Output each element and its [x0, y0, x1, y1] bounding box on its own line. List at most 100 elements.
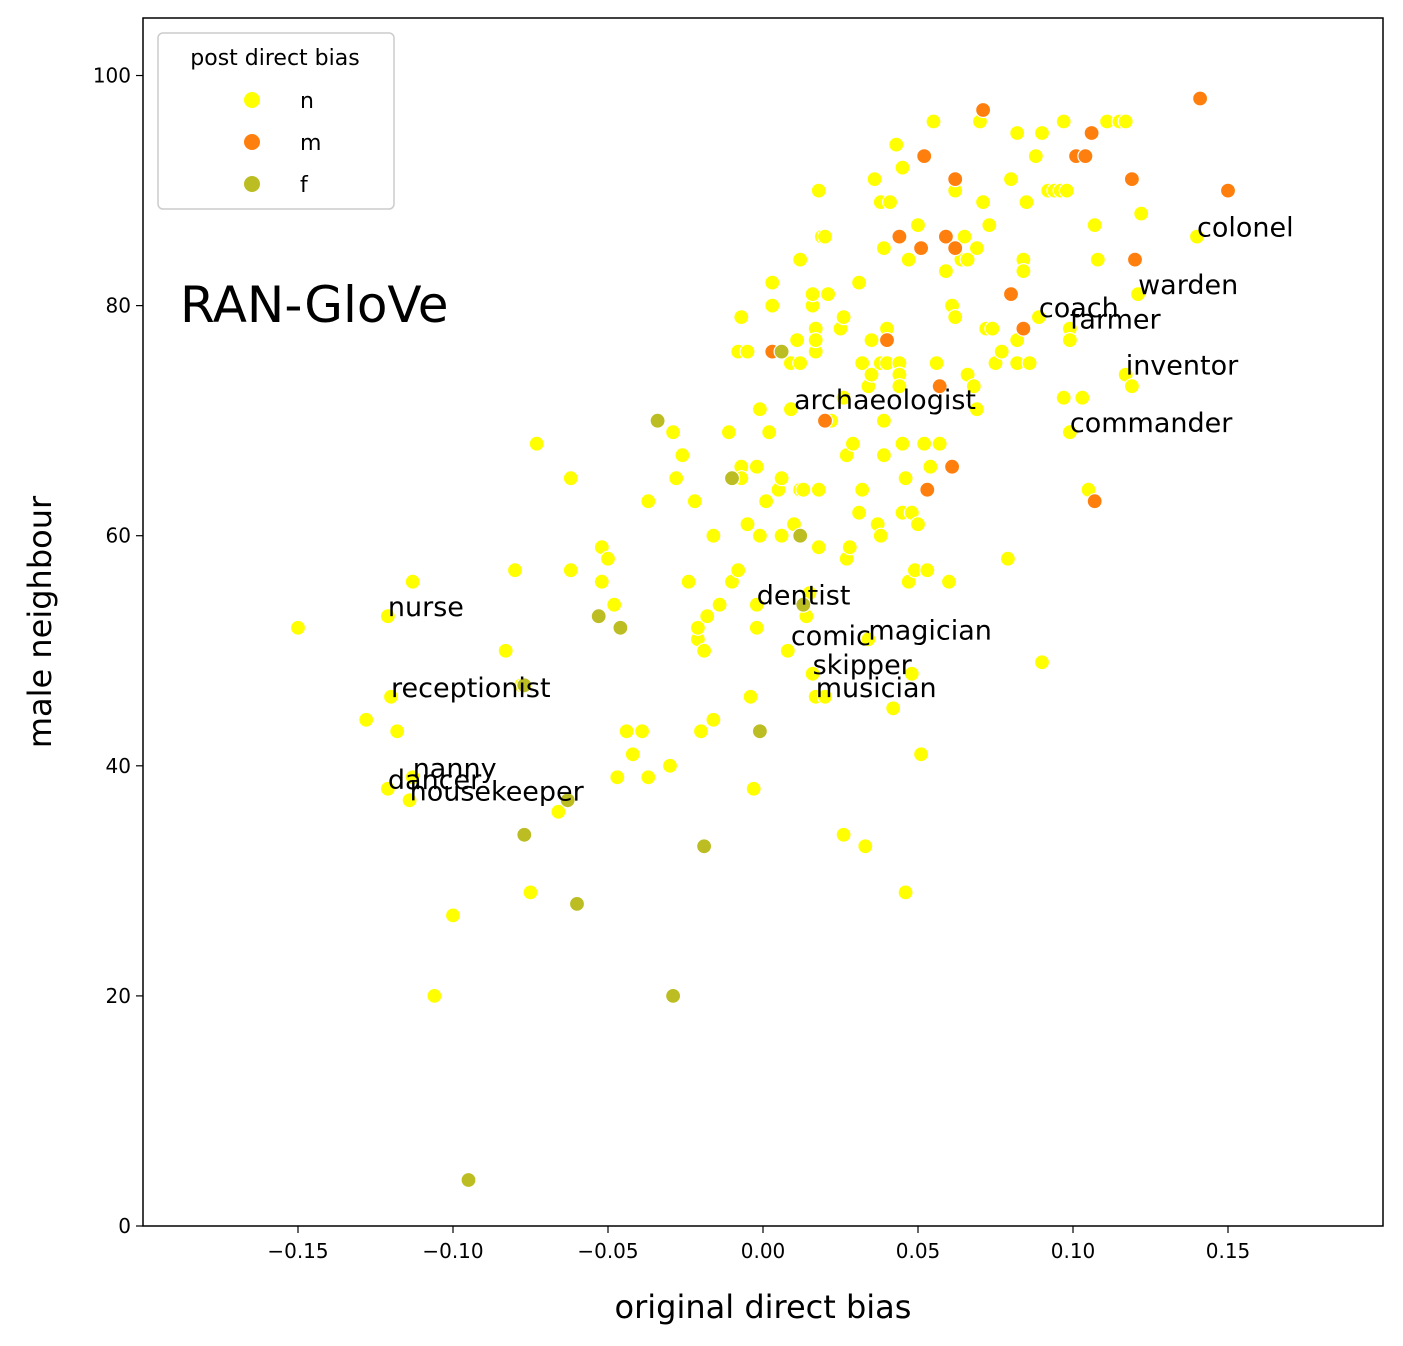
point-n-96	[835, 826, 852, 843]
point-m-12	[974, 101, 992, 119]
point-n-187	[1074, 389, 1091, 406]
annotation-skipper: skipper	[813, 650, 913, 681]
point-n-101	[850, 274, 868, 291]
point-n-95	[835, 389, 852, 406]
point-n-58	[751, 401, 769, 418]
point-n-186	[1061, 424, 1079, 441]
point-n-162	[984, 320, 1001, 337]
point-n-177	[1033, 654, 1051, 671]
point-m-4	[912, 240, 930, 257]
point-n-33	[674, 447, 691, 464]
point-n-146	[940, 573, 958, 590]
point-n-198	[1188, 228, 1206, 245]
point-n-134	[903, 665, 920, 682]
annotation-housekeeper: housekeeper	[410, 776, 585, 807]
annotation-nanny: nanny	[413, 753, 497, 784]
point-n-52	[739, 516, 756, 533]
point-m-10	[947, 171, 964, 188]
point-n-51	[739, 343, 756, 360]
point-n-12	[497, 642, 514, 659]
point-n-2	[379, 780, 396, 797]
point-n-141	[922, 458, 939, 475]
point-n-63	[764, 297, 781, 314]
point-n-121	[885, 700, 902, 717]
chart-watermark: RAN-GloVe	[180, 276, 449, 334]
legend-marker-n	[243, 91, 261, 109]
x-tick-label: 0.15	[1206, 1239, 1251, 1263]
point-n-115	[875, 240, 893, 257]
annotation-dancer: dancer	[388, 765, 482, 796]
annotation-colonel: colonel	[1197, 213, 1294, 244]
point-f-1	[516, 826, 533, 843]
point-n-41	[705, 711, 722, 728]
point-n-18	[562, 470, 579, 487]
point-n-129	[897, 884, 914, 901]
point-n-154	[959, 251, 976, 268]
point-m-1	[816, 412, 834, 429]
point-n-181	[1055, 113, 1072, 130]
point-n-59	[751, 527, 769, 544]
point-n-169	[1009, 124, 1026, 142]
point-m-21	[1191, 90, 1209, 107]
point-n-102	[850, 504, 868, 521]
x-tick-label: 0.00	[741, 1239, 786, 1263]
point-n-125	[891, 378, 908, 395]
point-n-1	[358, 711, 375, 728]
y-tick-label: 100	[93, 64, 131, 88]
point-n-128	[894, 159, 911, 176]
point-n-31	[664, 424, 682, 441]
point-n-8	[401, 792, 418, 809]
annotation-archaeologist: archaeologist	[794, 385, 976, 416]
point-n-103	[854, 355, 871, 372]
point-f-2	[516, 677, 533, 694]
point-n-39	[695, 642, 713, 659]
annotation-dentist: dentist	[757, 581, 851, 612]
y-tick-label: 40	[106, 754, 131, 778]
point-n-89	[816, 228, 834, 245]
point-n-16	[528, 435, 545, 452]
point-n-87	[810, 539, 827, 556]
point-n-99	[841, 539, 858, 556]
point-f-10	[723, 470, 741, 487]
x-axis-title: original direct bias	[615, 1288, 912, 1326]
point-n-67	[779, 642, 796, 659]
point-n-10	[426, 987, 443, 1005]
point-f-0	[460, 1171, 477, 1189]
point-n-80	[804, 665, 821, 682]
point-n-23	[606, 596, 623, 613]
point-n-148	[947, 309, 964, 326]
point-m-9	[943, 458, 961, 475]
point-m-6	[919, 481, 936, 498]
annotation-farmer: farmer	[1070, 305, 1162, 336]
point-n-109	[863, 366, 880, 383]
point-n-108	[863, 332, 880, 349]
point-f-3	[568, 895, 586, 913]
point-n-53	[742, 688, 759, 705]
point-n-90	[816, 688, 834, 705]
point-n-172	[1018, 194, 1035, 211]
point-n-13	[506, 562, 524, 579]
point-n-114	[872, 527, 889, 544]
point-f-9	[695, 838, 713, 855]
point-m-8	[937, 228, 955, 245]
point-n-122	[888, 136, 905, 153]
point-n-86	[810, 481, 827, 498]
point-n-32	[668, 470, 685, 487]
annotation-commander: commander	[1070, 408, 1233, 439]
annotation-musician: musician	[816, 673, 937, 704]
annotation-receptionist: receptionist	[391, 673, 551, 704]
point-n-4	[382, 688, 400, 705]
x-tick-label: −0.10	[422, 1239, 483, 1263]
point-m-18	[1086, 493, 1103, 510]
point-n-72	[792, 355, 809, 372]
point-n-132	[900, 251, 917, 268]
point-n-164	[993, 343, 1010, 360]
point-m-2	[878, 332, 896, 349]
y-tick-label: 20	[106, 984, 131, 1008]
point-f-14	[795, 596, 812, 613]
point-m-11	[947, 240, 964, 257]
annotation-comic: comic	[791, 621, 871, 652]
point-n-54	[745, 780, 762, 797]
point-n-85	[810, 182, 827, 199]
